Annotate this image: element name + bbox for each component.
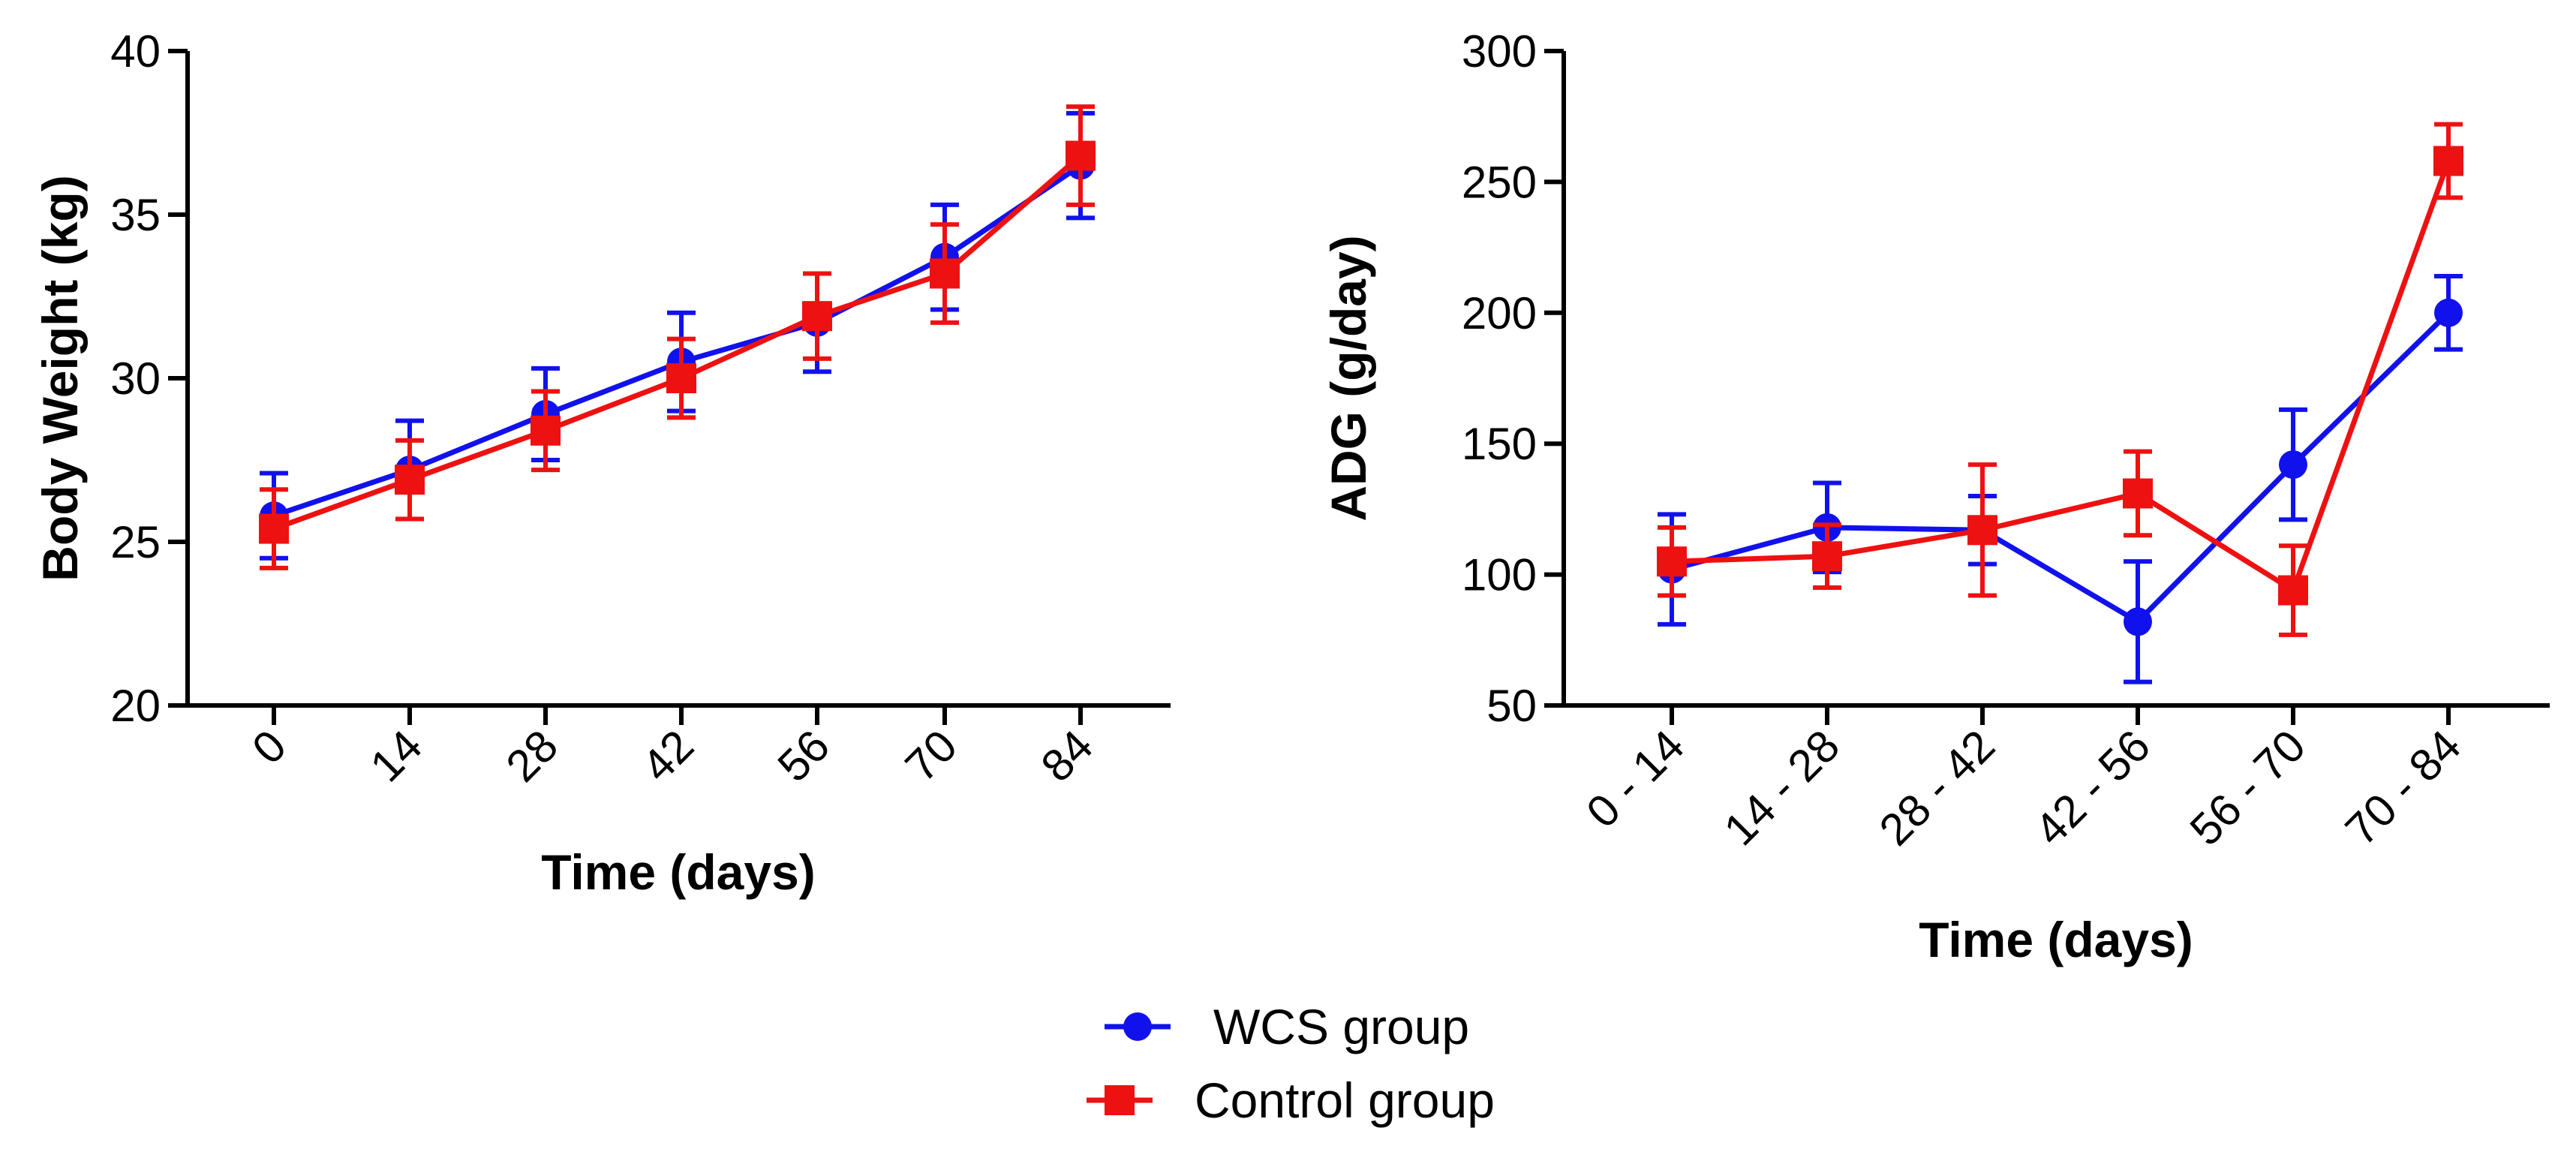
- y-ticks: 20 25 30 35 40: [110, 26, 188, 731]
- y-tick-label: 200: [1462, 288, 1537, 338]
- series-control: [259, 104, 1096, 570]
- series-line: [1671, 311, 2451, 624]
- data-point: [2278, 575, 2308, 606]
- x-tick-label: 0 - 14: [1577, 720, 1694, 838]
- series-control: [1657, 122, 2463, 637]
- legend-item-control: Control group: [1087, 1072, 1495, 1128]
- body-weight-chart: 20 25 30 35 40 0 14 28 42 56 70 84 Time (days) Bod…: [32, 26, 1171, 900]
- data-point: [2124, 607, 2152, 636]
- y-ticks: 50 100 150 200 250 300: [1462, 26, 1564, 731]
- x-tick-label: 14 - 28: [1715, 720, 1849, 855]
- data-point: [666, 363, 696, 393]
- data-point: [1657, 546, 1687, 577]
- adg-chart: 50 100 150 200 250 300 0 - 14 14 - 28 28 - 42 42…: [1321, 26, 2550, 967]
- data-point: [395, 465, 425, 495]
- y-tick-label: 35: [110, 190, 161, 240]
- y-tick-label: 250: [1462, 157, 1537, 207]
- y-tick-label: 100: [1462, 550, 1537, 600]
- y-tick-label: 300: [1462, 26, 1537, 77]
- x-tick-label: 28 - 42: [1870, 720, 2004, 855]
- x-tick-label: 56: [768, 720, 840, 792]
- series-layer: [259, 104, 1096, 570]
- x-ticks: 0 - 14 14 - 28 28 - 42 42 - 56 56 - 70 70 - 8…: [1577, 705, 2470, 855]
- x-tick-label: 84: [1032, 720, 1103, 792]
- x-tick-label: 70 - 84: [2336, 720, 2470, 855]
- legend-label: WCS group: [1213, 999, 1469, 1054]
- data-point: [2279, 450, 2307, 480]
- y-tick-label: 150: [1462, 419, 1537, 469]
- legend-circle-marker: [1123, 1012, 1152, 1041]
- x-axis-title: Time (days): [541, 844, 816, 900]
- y-axis-title: ADG (g/day): [1321, 235, 1376, 521]
- data-point: [1967, 515, 1997, 546]
- legend-square-marker: [1105, 1085, 1135, 1115]
- data-point: [531, 415, 561, 446]
- data-point: [2123, 478, 2153, 509]
- legend-item-wcs: WCS group: [1105, 999, 1469, 1054]
- series-layer: [1657, 122, 2463, 684]
- data-point: [1066, 140, 1096, 171]
- y-tick-label: 40: [110, 26, 161, 77]
- y-tick-label: 50: [1486, 681, 1537, 731]
- legend-label: Control group: [1195, 1072, 1495, 1128]
- x-tick-label: 14: [361, 720, 432, 792]
- y-tick-label: 20: [110, 681, 161, 731]
- data-point: [802, 301, 832, 332]
- data-point: [2434, 298, 2463, 327]
- series-wcs: [260, 110, 1095, 561]
- x-tick-label: 28: [497, 720, 568, 792]
- y-axis-title: Body Weight (kg): [32, 175, 88, 581]
- data-point: [1812, 541, 1842, 572]
- x-tick-label: 56 - 70: [2181, 720, 2315, 855]
- data-point: [259, 513, 289, 544]
- series-wcs: [1658, 273, 2463, 684]
- legend: WCS group Control group: [1087, 999, 1495, 1128]
- series-line: [1671, 160, 2451, 594]
- x-ticks: 0 14 28 42 56 70 84: [242, 705, 1102, 791]
- x-tick-label: 70: [896, 720, 967, 792]
- x-tick-label: 42: [633, 720, 704, 792]
- y-tick-label: 25: [110, 517, 161, 567]
- data-point: [2433, 146, 2463, 176]
- x-tick-label: 42 - 56: [2025, 720, 2160, 855]
- x-axis-title: Time (days): [1919, 912, 2193, 967]
- data-point: [930, 258, 960, 289]
- x-tick-label: 0: [242, 720, 296, 774]
- y-tick-label: 30: [110, 353, 161, 404]
